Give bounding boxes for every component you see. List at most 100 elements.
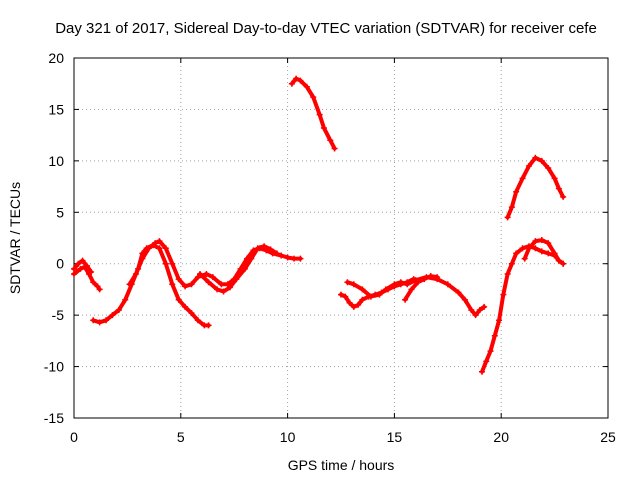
- data-point-plus-marker: [132, 271, 139, 277]
- data-point-plus-marker: [421, 276, 428, 283]
- data-point-plus-marker: [169, 260, 176, 267]
- data-point-plus-marker: [96, 319, 103, 326]
- data-point-plus-marker: [551, 175, 558, 182]
- x-tick-label: 25: [600, 429, 616, 445]
- axis-ticks: 0 5 10 15 20 25 -15 -10 -5 0 5 10 15 20: [44, 50, 616, 445]
- data-point-plus-marker: [342, 293, 349, 300]
- data-point-plus-marker: [402, 296, 409, 303]
- data-point-plus-marker: [532, 154, 539, 161]
- data-point-plus-marker: [261, 243, 268, 250]
- data-point-plus-marker: [241, 265, 248, 272]
- data-point-plus-marker: [233, 276, 240, 283]
- data-point-plus-marker: [408, 286, 415, 293]
- data-point-plus-marker: [350, 281, 357, 288]
- data-point-plus-marker: [491, 332, 498, 339]
- data-point-plus-marker: [504, 214, 511, 221]
- data-point-plus-marker: [434, 274, 441, 281]
- data-point-plus-marker: [350, 303, 357, 310]
- data-point-plus-marker: [90, 279, 97, 286]
- data-point-plus-marker: [500, 291, 507, 298]
- data-point-plus-marker: [293, 75, 300, 82]
- x-tick-label: 15: [387, 429, 403, 445]
- data-point-plus-marker: [483, 358, 490, 365]
- series-arc-2: [71, 257, 95, 275]
- data-point-plus-marker: [504, 271, 511, 277]
- data-point-plus-marker: [297, 77, 304, 84]
- series-arc-5: [197, 243, 280, 295]
- data-point-plus-marker: [220, 288, 227, 295]
- series-arc-11: [521, 237, 567, 267]
- chart-title: Day 321 of 2017, Sidereal Day-to-day VTE…: [55, 20, 597, 37]
- data-point-plus-marker: [367, 293, 374, 300]
- data-point-plus-marker: [397, 279, 404, 286]
- data-point-plus-marker: [273, 250, 280, 257]
- data-point-plus-marker: [96, 286, 103, 293]
- series-arc-9: [402, 273, 441, 303]
- data-point-plus-marker: [444, 281, 451, 288]
- data-point-plus-marker: [175, 276, 182, 283]
- data-point-plus-marker: [560, 260, 567, 267]
- data-point-plus-marker: [359, 286, 366, 293]
- data-point-plus-marker: [162, 245, 169, 252]
- data-point-plus-marker: [472, 312, 479, 319]
- grid: [74, 58, 608, 418]
- data-point-plus-marker: [545, 250, 552, 257]
- data-point-plus-marker: [555, 185, 562, 192]
- data-point-plus-marker: [355, 301, 362, 308]
- data-point-plus-marker: [513, 188, 520, 195]
- data-point-plus-marker: [267, 246, 274, 253]
- series-line: [289, 76, 337, 151]
- data-point-plus-marker: [487, 348, 494, 355]
- data-point-plus-marker: [156, 238, 163, 245]
- data-point-plus-marker: [320, 124, 327, 131]
- data-point-plus-marker: [288, 80, 295, 87]
- x-tick-label: 10: [280, 429, 296, 445]
- data-point-plus-marker: [291, 255, 298, 262]
- series-arc-4: [126, 238, 304, 290]
- x-tick-label: 20: [493, 429, 509, 445]
- data-point-plus-marker: [182, 283, 189, 290]
- data-point-plus-marker: [71, 271, 77, 277]
- data-point-plus-marker: [427, 273, 434, 280]
- data-point-plus-marker: [455, 289, 462, 296]
- data-point-plus-marker: [218, 281, 225, 288]
- data-point-plus-marker: [77, 265, 84, 272]
- data-point-plus-marker: [525, 163, 532, 169]
- data-point-plus-marker: [519, 175, 526, 182]
- data-point-plus-marker: [481, 303, 488, 310]
- data-point-plus-marker: [316, 111, 323, 118]
- data-point-plus-marker: [94, 283, 101, 290]
- data-point-plus-marker: [122, 296, 129, 303]
- data-point-plus-marker: [303, 83, 310, 90]
- data-point-plus-marker: [545, 165, 552, 172]
- plot-frame: [73, 57, 609, 419]
- data-point-plus-marker: [71, 265, 77, 272]
- data-point-plus-marker: [79, 257, 86, 264]
- series-arc-6: [288, 75, 338, 152]
- data-point-plus-marker: [560, 193, 567, 200]
- data-point-plus-marker: [391, 281, 398, 288]
- data-point-plus-marker: [532, 245, 539, 252]
- y-tick-label: 20: [48, 50, 64, 66]
- y-tick-label: -5: [52, 307, 65, 323]
- data-point-plus-marker: [331, 145, 338, 152]
- data-point-plus-marker: [194, 317, 201, 324]
- y-tick-label: 5: [56, 204, 64, 220]
- data-point-plus-marker: [538, 157, 545, 164]
- y-tick-label: -10: [44, 359, 64, 375]
- data-point-plus-marker: [521, 255, 528, 262]
- data-point-plus-marker: [382, 286, 389, 293]
- x-tick-label: 5: [177, 429, 185, 445]
- data-point-plus-marker: [496, 317, 503, 324]
- y-tick-label: 15: [48, 101, 64, 117]
- data-point-plus-marker: [83, 262, 90, 269]
- data-point-plus-marker: [545, 240, 552, 247]
- series-arc-8: [344, 274, 488, 319]
- data-point-plus-marker: [75, 260, 82, 267]
- data-point-plus-marker: [205, 322, 212, 329]
- series-arc-12: [504, 154, 567, 221]
- data-point-plus-marker: [139, 255, 146, 262]
- x-axis-label: GPS time / hours: [288, 457, 395, 473]
- data-point-plus-marker: [103, 317, 110, 324]
- data-point-plus-marker: [376, 291, 383, 298]
